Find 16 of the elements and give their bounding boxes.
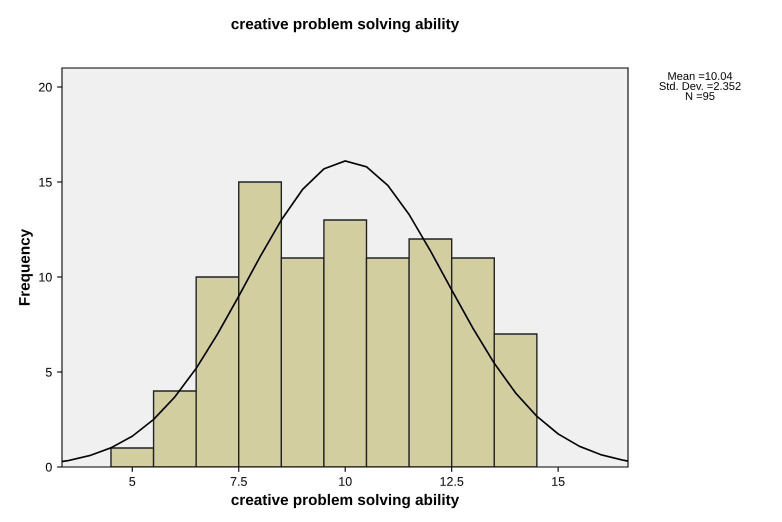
x-tick-label: 7.5 [230,477,247,486]
text: Mean =10.04 [668,72,732,80]
y-tick-label: 10 [39,272,52,282]
y-tick-label: 20 [39,82,52,92]
y-axis-title: Frequency [19,228,33,306]
text: N =95 [686,92,715,100]
x-tick-label: 5 [129,477,136,486]
y-tick-label: 15 [39,178,52,187]
x-tick-label: 15 [552,477,565,486]
x-tick-label: 10 [339,477,352,486]
y-tick-label: 0 [46,462,52,472]
text: Std. Dev. =2.352 [659,82,741,90]
chart-title: creative problem solving ability [231,18,460,32]
x-axis-title: creative problem solving ability [231,494,460,508]
y-tick-label: 5 [46,368,52,377]
x-tick-label: 12.5 [440,477,464,486]
